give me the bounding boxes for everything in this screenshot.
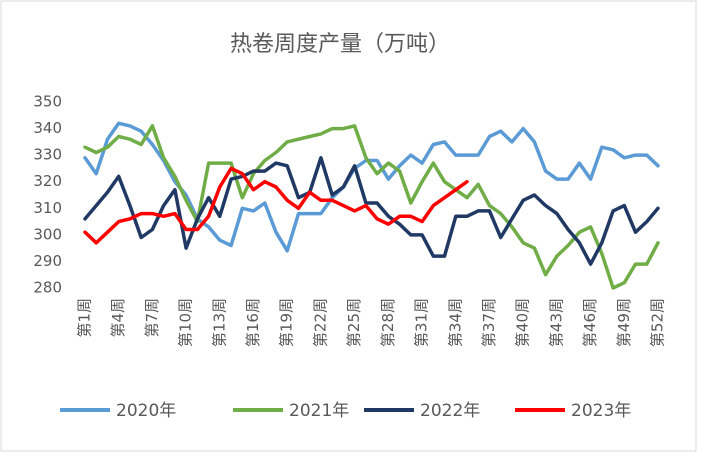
x-tick-label: 第31周	[413, 298, 431, 347]
x-tick-label: 第4周	[109, 298, 127, 338]
y-tick-label: 300	[33, 225, 62, 243]
x-tick-label: 第40周	[514, 298, 532, 347]
chart-border	[0, 0, 697, 452]
series-line	[83, 124, 660, 290]
x-tick-label: 第22周	[311, 298, 329, 347]
x-tick-label: 第52周	[649, 298, 667, 347]
x-tick-label: 第19周	[278, 298, 296, 347]
y-tick-label: 340	[33, 119, 62, 137]
x-tick-label: 第16周	[244, 298, 262, 347]
x-tick-label: 第7周	[143, 298, 161, 338]
x-tick-label: 第10周	[177, 298, 195, 347]
y-tick-label: 280	[33, 279, 62, 297]
x-tick-label: 第28周	[379, 298, 397, 347]
y-tick-label: 350	[33, 93, 62, 111]
y-tick-label: 320	[33, 172, 62, 190]
series-line	[83, 166, 469, 245]
legend-label: 2022年	[420, 401, 480, 421]
x-tick-label: 第13周	[210, 298, 228, 347]
x-tick-label: 第25周	[345, 298, 363, 347]
legend-label: 2020年	[116, 401, 176, 421]
y-tick-label: 310	[33, 199, 62, 217]
chart-title: 热卷周度产量（万吨）	[230, 32, 450, 57]
x-tick-label: 第43周	[547, 298, 565, 347]
x-tick-label: 第49周	[615, 298, 633, 347]
x-tick-label: 第1周	[76, 298, 94, 338]
x-tick-label: 第34周	[446, 298, 464, 347]
x-tick-label: 第46周	[581, 298, 599, 347]
legend-label: 2023年	[571, 401, 631, 421]
x-tick-label: 第37周	[480, 298, 498, 347]
y-tick-label: 290	[33, 252, 62, 270]
legend-label: 2021年	[289, 401, 349, 421]
y-tick-label: 330	[33, 146, 62, 164]
